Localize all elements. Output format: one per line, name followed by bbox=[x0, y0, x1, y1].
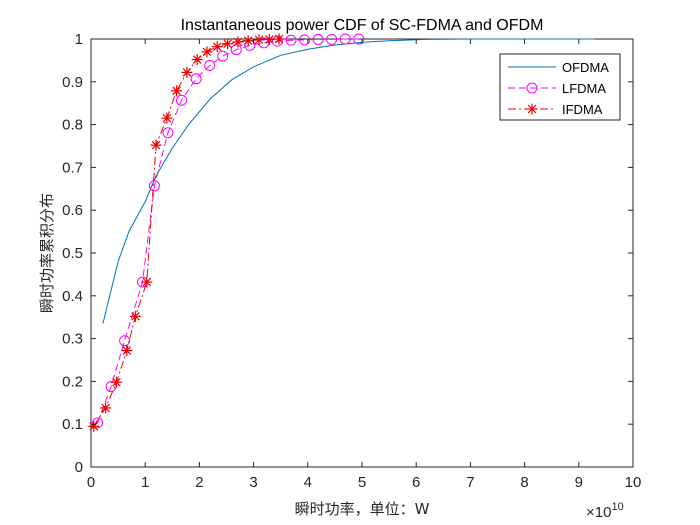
legend-label: LFDMA bbox=[562, 81, 606, 96]
data-point-ifdma bbox=[273, 33, 285, 45]
data-point-ifdma bbox=[242, 35, 254, 47]
star-stroke bbox=[182, 68, 192, 77]
x-tick-label: 8 bbox=[520, 474, 528, 491]
x-tick-label: 5 bbox=[358, 474, 366, 491]
data-point-ifdma bbox=[100, 402, 112, 414]
y-tick-label: 0.2 bbox=[62, 373, 83, 390]
x-tick-label: 9 bbox=[575, 474, 583, 491]
data-point-lfdma bbox=[326, 33, 338, 45]
y-tick-label: 0.7 bbox=[62, 159, 83, 176]
legend-marker bbox=[526, 103, 538, 115]
chart-title: Instantaneous power CDF of SC-FDMA and O… bbox=[181, 17, 544, 34]
star-stroke bbox=[172, 86, 181, 96]
star-stroke bbox=[112, 377, 121, 387]
x-tick-label: 6 bbox=[412, 474, 420, 491]
data-point-ifdma bbox=[88, 420, 100, 432]
data-point-lfdma bbox=[339, 33, 351, 45]
star-stroke bbox=[202, 47, 212, 57]
star-stroke bbox=[89, 422, 99, 431]
star-stroke bbox=[212, 42, 222, 52]
y-tick-label: 0.1 bbox=[62, 416, 83, 433]
x-tick-label: 0 bbox=[87, 474, 95, 491]
legend-item-ifdma: IFDMA bbox=[508, 102, 603, 117]
x-tick-label: 3 bbox=[249, 474, 257, 491]
data-point-ifdma bbox=[181, 66, 193, 78]
x-tick-label: 10 bbox=[625, 474, 642, 491]
series-ofdma bbox=[102, 38, 596, 324]
data-point-ifdma bbox=[263, 33, 275, 45]
star-stroke bbox=[142, 277, 152, 287]
data-point-ifdma bbox=[161, 112, 173, 124]
data-point-ifdma bbox=[191, 54, 203, 66]
star-stroke bbox=[162, 113, 172, 123]
x-multiplier-exponent: 10 bbox=[611, 501, 623, 513]
data-point-lfdma bbox=[217, 50, 229, 62]
star-stroke bbox=[151, 140, 161, 150]
data-point-lfdma bbox=[162, 127, 174, 139]
data-point-lfdma bbox=[230, 44, 242, 56]
data-point-ifdma bbox=[121, 345, 133, 357]
star-stroke bbox=[243, 36, 253, 46]
x-tick-label: 4 bbox=[304, 474, 312, 491]
legend-label: IFDMA bbox=[562, 102, 603, 117]
data-point-ifdma bbox=[110, 376, 122, 388]
data-point-lfdma bbox=[148, 180, 160, 192]
data-point-lfdma bbox=[299, 34, 311, 46]
data-point-ifdma bbox=[222, 38, 234, 50]
legend-marker bbox=[526, 82, 538, 94]
star-stroke bbox=[223, 39, 232, 49]
data-point-ifdma bbox=[171, 85, 183, 97]
legend-label: OFDMA bbox=[562, 60, 609, 75]
data-point-ifdma bbox=[211, 41, 223, 53]
data-point-lfdma bbox=[204, 60, 216, 72]
star-stroke bbox=[265, 35, 274, 44]
star-stroke bbox=[233, 37, 243, 47]
legend: OFDMA LFDMA IFDMA bbox=[499, 53, 621, 121]
series-line-ofdma bbox=[102, 38, 596, 324]
star-stroke bbox=[527, 104, 537, 114]
y-tick-label: 0.3 bbox=[62, 331, 83, 348]
star-stroke bbox=[192, 55, 202, 64]
legend-item-ofdma: OFDMA bbox=[508, 60, 609, 75]
star-stroke bbox=[274, 34, 284, 44]
x-tick-label: 1 bbox=[141, 474, 149, 491]
data-point-lfdma bbox=[119, 335, 131, 347]
star-stroke bbox=[122, 346, 132, 355]
y-tick-label: 0.9 bbox=[62, 74, 83, 91]
data-point-lfdma bbox=[92, 417, 104, 429]
legend-item-lfdma: LFDMA bbox=[508, 81, 606, 96]
y-tick-label: 0 bbox=[75, 459, 83, 476]
data-point-lfdma bbox=[353, 33, 365, 45]
y-tick-label: 0.5 bbox=[62, 245, 83, 262]
x-multiplier-base: ×10 bbox=[586, 504, 611, 521]
y-tick-label: 1 bbox=[75, 31, 83, 48]
data-point-ifdma bbox=[232, 36, 244, 48]
data-point-ifdma bbox=[129, 310, 141, 322]
star-stroke bbox=[101, 403, 110, 413]
data-point-ifdma bbox=[253, 34, 265, 46]
x-tick-label: 2 bbox=[195, 474, 203, 491]
data-point-ifdma bbox=[150, 139, 162, 151]
x-multiplier: ×1010 bbox=[586, 501, 624, 521]
data-point-lfdma bbox=[285, 34, 297, 46]
series-ifdma bbox=[88, 33, 285, 432]
x-tick-label: 7 bbox=[466, 474, 474, 491]
y-tick-label: 0.4 bbox=[62, 288, 83, 305]
data-point-ifdma bbox=[201, 46, 213, 58]
series-lfdma bbox=[92, 33, 365, 429]
tick-layer: 0 1 2 3 4 5 6 7 8 9 10 0 0.1 0.2 0.3 0.4 0.5 0.6 0.7 0.8 0.9… bbox=[62, 31, 641, 491]
data-point-ifdma bbox=[141, 276, 153, 288]
x-axis-label: 瞬时功率，单位：W bbox=[295, 500, 430, 518]
y-tick-label: 0.8 bbox=[62, 117, 83, 134]
y-axis-label: 瞬时功率累积分布 bbox=[38, 193, 56, 313]
series-layer bbox=[88, 33, 596, 432]
data-point-lfdma bbox=[176, 94, 188, 106]
data-point-lfdma bbox=[312, 33, 324, 45]
data-point-lfdma bbox=[190, 73, 202, 85]
star-stroke bbox=[254, 35, 264, 45]
y-tick-label: 0.6 bbox=[62, 202, 83, 219]
data-point-lfdma bbox=[271, 35, 283, 47]
star-stroke bbox=[131, 312, 140, 321]
